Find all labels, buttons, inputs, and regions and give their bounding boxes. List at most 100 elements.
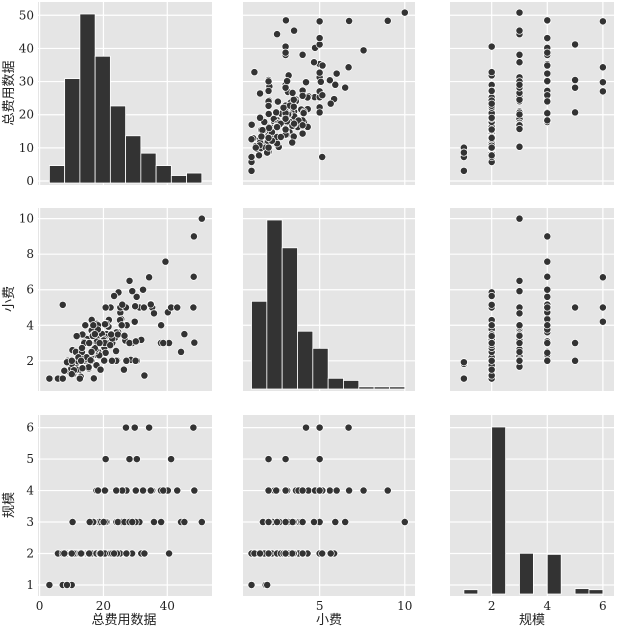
- panel-background: [243, 415, 415, 596]
- scatter-point: [72, 332, 81, 341]
- scatter-point: [173, 303, 182, 312]
- scatter-point: [100, 486, 109, 495]
- scatter-point: [125, 276, 134, 285]
- histogram-bar: [251, 300, 268, 390]
- scatter-point: [298, 121, 307, 130]
- scatter-point: [487, 291, 496, 300]
- scatter-point: [543, 356, 552, 365]
- scatter-point: [107, 330, 116, 339]
- scatter-point: [165, 549, 174, 558]
- scatter-point: [146, 300, 155, 309]
- scatter-point: [543, 232, 552, 241]
- panel-size-vs-size: 2 4 6: [450, 415, 614, 613]
- scatter-point: [273, 30, 282, 39]
- scatter-point: [45, 581, 54, 589]
- scatter-point: [383, 16, 392, 25]
- y-tick-label: 8: [26, 247, 34, 261]
- scatter-point: [345, 17, 354, 25]
- scatter-point: [128, 518, 137, 526]
- panel-total_bill-vs-size: [450, 2, 614, 185]
- scatter-point: [543, 321, 552, 330]
- scatter-point: [264, 143, 273, 152]
- scatter-point: [108, 356, 116, 365]
- scatter-point: [150, 309, 158, 318]
- scatter-point: [359, 486, 368, 495]
- scatter-point: [190, 338, 199, 347]
- scatter-point: [598, 303, 607, 312]
- scatter-point: [598, 17, 607, 26]
- scatter-point: [543, 109, 552, 118]
- scatter-point: [315, 17, 324, 26]
- scatter-point: [598, 63, 607, 72]
- histogram-bar: [588, 589, 604, 595]
- scatter-point: [128, 287, 137, 296]
- scatter-point: [63, 581, 71, 589]
- scatter-point: [543, 292, 552, 301]
- y-tick-label: 1: [26, 578, 34, 592]
- scatter-point: [131, 337, 140, 346]
- scatter-point: [543, 69, 552, 78]
- scatter-point: [197, 214, 206, 223]
- scatter-point: [298, 91, 307, 100]
- scatter-point: [276, 133, 285, 141]
- scatter-point: [310, 518, 318, 526]
- scatter-point: [189, 272, 198, 281]
- scatter-point: [515, 331, 524, 340]
- scatter-point: [359, 46, 368, 55]
- scatter-point: [298, 486, 307, 495]
- scatter-point: [279, 103, 288, 112]
- histogram-bar: [140, 152, 157, 184]
- scatter-point: [288, 88, 297, 97]
- scatter-point: [180, 518, 189, 526]
- scatter-point: [247, 120, 256, 129]
- scatter-point: [67, 549, 76, 558]
- panels: 0 10 20 30 40 50 2 4 6 8 10 0 20 40 1 2 3 4 5 6 5 10 2 4 6: [19, 2, 614, 613]
- scatter-point: [571, 108, 580, 117]
- scatter-point: [189, 303, 198, 312]
- x-tick-label: 20: [96, 599, 111, 613]
- histogram-bar: [125, 135, 142, 184]
- histogram-bar: [463, 589, 479, 595]
- scatter-point: [315, 486, 324, 495]
- y-tick-label: 2: [26, 354, 34, 368]
- scatter-point: [487, 339, 496, 347]
- scatter-point: [131, 486, 140, 495]
- x-tick-label: 0: [36, 599, 44, 613]
- scatter-point: [273, 518, 282, 526]
- scatter-point: [197, 518, 206, 526]
- scatter-point: [459, 166, 468, 175]
- scatter-point: [515, 214, 524, 223]
- y-tick-label: 4: [26, 318, 34, 332]
- scatter-point: [383, 486, 392, 495]
- scatter-point: [256, 113, 264, 122]
- y-axis-label-tip: 小费: [2, 286, 17, 312]
- scatter-point: [515, 80, 524, 89]
- scatter-point: [264, 77, 273, 86]
- scatter-point: [318, 549, 327, 558]
- y-tick-label: 30: [19, 75, 34, 89]
- y-axis-label-total-bill: 总费用数据: [2, 60, 17, 125]
- histogram-bar: [358, 386, 375, 390]
- scatter-point: [515, 321, 524, 330]
- scatter-point: [81, 321, 90, 330]
- scatter-point: [255, 151, 263, 160]
- scatter-point: [132, 292, 141, 301]
- histogram-bar: [155, 165, 172, 184]
- scatter-point: [515, 50, 524, 59]
- histogram-bar: [389, 386, 406, 390]
- scatter-point: [161, 257, 170, 266]
- histogram-bar: [281, 247, 298, 390]
- histogram-bar: [297, 330, 314, 390]
- histogram-bar: [491, 426, 506, 595]
- scatter-point: [256, 89, 264, 98]
- scatter-point: [515, 339, 524, 347]
- scatter-point: [487, 99, 496, 108]
- scatter-point: [598, 87, 607, 96]
- scatter-point: [85, 518, 94, 526]
- scatter-point: [487, 300, 496, 309]
- scatter-point: [96, 549, 105, 558]
- scatter-point: [110, 549, 119, 558]
- scatter-point: [78, 344, 86, 352]
- scatter-point: [281, 114, 290, 123]
- scatter-point: [122, 423, 130, 432]
